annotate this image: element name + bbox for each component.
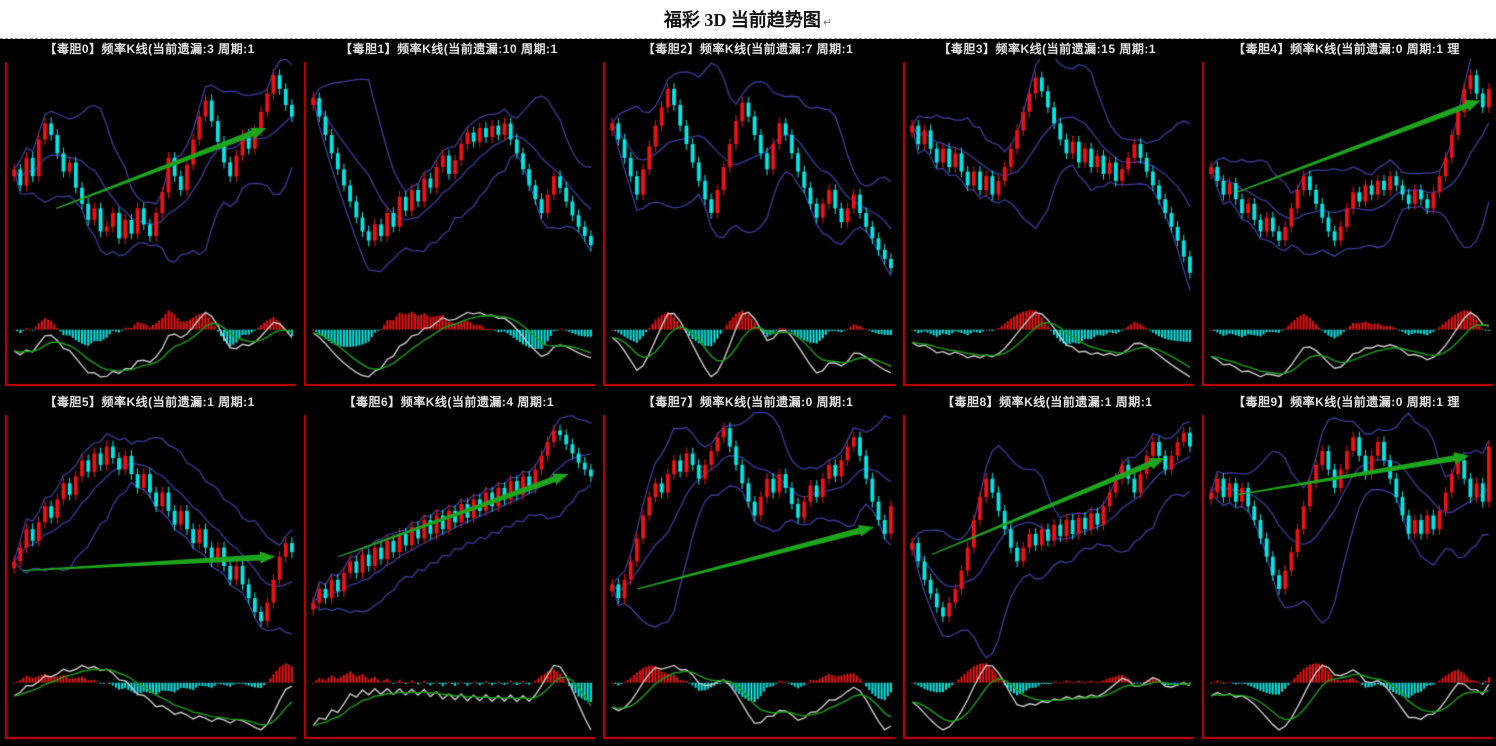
chart-panel-2: 【毒胆2】频率K线(当前遗漏:7 周期:1 — [598, 39, 898, 392]
panel-header: 【毒胆6】频率K线(当前遗漏:4 周期:1 — [343, 395, 555, 409]
panel-header: 【毒胆2】频率K线(当前遗漏:7 周期:1 — [642, 42, 854, 56]
chart-panel-7: 【毒胆7】频率K线(当前遗漏:0 周期:1 — [598, 392, 898, 745]
panel-header: 【毒胆0】频率K线(当前遗漏:3 周期:1 — [44, 42, 255, 56]
kline-chart-canvas — [598, 412, 898, 743]
chart-panel-1: 【毒胆1】频率K线(当前遗漏:10 周期:1 — [299, 39, 599, 392]
charts-grid: 【毒胆0】频率K线(当前遗漏:3 周期:1 【毒胆1】频率K线(当前遗漏:10 … — [0, 39, 1496, 746]
panel-header: 【毒胆9】频率K线(当前遗漏:0 周期:1 理 — [1232, 395, 1460, 409]
kline-chart-canvas — [299, 412, 599, 743]
kline-chart-canvas — [897, 412, 1197, 743]
panel-header: 【毒胆8】频率K线(当前遗漏:1 周期:1 — [941, 395, 1153, 409]
chart-panel-8: 【毒胆8】频率K线(当前遗漏:1 周期:1 — [897, 392, 1197, 745]
chart-panel-0: 【毒胆0】频率K线(当前遗漏:3 周期:1 — [0, 39, 300, 392]
chart-panel-5: 【毒胆5】频率K线(当前遗漏:1 周期:1 — [0, 392, 300, 745]
kline-chart-canvas — [1196, 59, 1496, 390]
panel-header: 【毒胆4】频率K线(当前遗漏:0 周期:1 理 — [1232, 42, 1460, 56]
title-bar: 福彩 3D 当前趋势图 ↵ — [0, 0, 1496, 39]
kline-chart-canvas — [598, 59, 898, 390]
chart-panel-3: 【毒胆3】频率K线(当前遗漏:15 周期:1 — [897, 39, 1197, 392]
kline-chart-canvas — [299, 59, 599, 390]
panel-header: 【毒胆3】频率K线(当前遗漏:15 周期:1 — [938, 42, 1157, 56]
paragraph-return-mark: ↵ — [822, 16, 833, 29]
panel-header: 【毒胆5】频率K线(当前遗漏:1 周期:1 — [44, 395, 255, 409]
chart-panel-9: 【毒胆9】频率K线(当前遗漏:0 周期:1 理 — [1196, 392, 1496, 745]
kline-chart-canvas — [1196, 412, 1496, 743]
page-title: 福彩 3D 当前趋势图 — [663, 10, 821, 30]
chart-panel-6: 【毒胆6】频率K线(当前遗漏:4 周期:1 — [299, 392, 599, 745]
panel-header: 【毒胆1】频率K线(当前遗漏:10 周期:1 — [339, 42, 558, 56]
kline-chart-canvas — [897, 59, 1197, 390]
kline-chart-canvas — [0, 59, 300, 390]
kline-chart-canvas — [0, 412, 300, 743]
panel-header: 【毒胆7】频率K线(当前遗漏:0 周期:1 — [642, 395, 854, 409]
chart-panel-4: 【毒胆4】频率K线(当前遗漏:0 周期:1 理 — [1196, 39, 1496, 392]
